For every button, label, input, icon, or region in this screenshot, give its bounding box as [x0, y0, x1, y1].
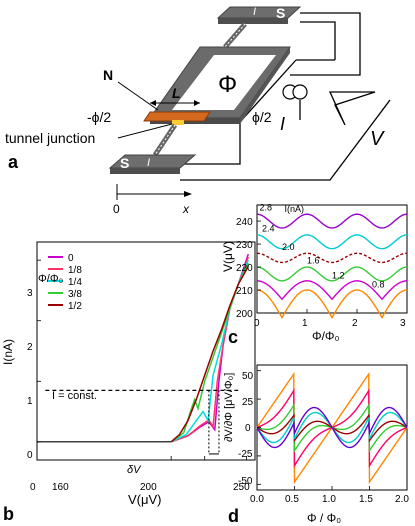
panel-d-ytick-25: 25: [242, 397, 254, 408]
panel-letter-b: b: [3, 504, 14, 524]
flux-symbol: Φ: [218, 71, 237, 98]
label-phase-left: -ϕ/2: [87, 109, 111, 125]
label-l: L: [172, 85, 181, 101]
panel-b-legend-label-0: 0: [68, 253, 74, 264]
panel-b-legend-label-4: 1/2: [68, 301, 82, 312]
panel-d-xlabel: Φ / Φ₀: [307, 511, 341, 525]
panel-b-ytick-1: 1: [27, 396, 33, 407]
panel-b-ylabel: I(nA): [1, 339, 15, 365]
label-source-i: I: [280, 114, 285, 134]
axis-origin: 0: [113, 202, 120, 216]
circuit-wires: [170, 12, 391, 181]
panel-c-series-5: [256, 289, 408, 319]
panel-d-xtick-1: 1.0: [322, 494, 336, 505]
label-s-bottom: S: [120, 155, 129, 171]
panel-c-ytick-240: 240: [236, 217, 253, 228]
label-tunnel-junction: tunnel junction: [5, 130, 95, 146]
panel-b-legend-label-1: 1/8: [68, 265, 82, 276]
panel-d-xtick-05: 0.5: [285, 494, 299, 505]
axis-x-label: x: [182, 202, 190, 216]
panel-d-ytick-m50: -50: [238, 476, 253, 487]
panel-b-legend-title: Φ/Φ₀: [38, 273, 63, 285]
panel-c-xtick-1: 1: [302, 318, 308, 329]
panel-c-xtick-0: 0: [254, 318, 260, 329]
panel-c-series-label-1: 2.4: [262, 223, 275, 233]
panel-c-xlabel: Φ/Φ₀: [312, 329, 339, 343]
panel-b-series-0: [170, 253, 250, 443]
panel-d-ytick-50: 50: [242, 371, 254, 382]
panel-c-series-label-4: 1.2: [332, 271, 345, 281]
panel-b-xtick-0: 0: [30, 482, 36, 493]
panel-letter-a: a: [8, 152, 19, 172]
panel-c-series-2: [256, 252, 408, 264]
panel-c-series-0: [256, 213, 408, 229]
panel-d-xtick-2: 2.0: [395, 494, 409, 505]
panel-b-series-4: [170, 265, 249, 443]
panel-c-series-label-0: 2.8: [260, 203, 273, 213]
panel-b-xtick-200: 200: [140, 482, 157, 493]
panel-c-ytick-200: 200: [236, 309, 253, 320]
panel-c: 2.8 2.4 2.0 1.6 1.2 0.8 I(nA) V(μV) Φ/Φ₀ c 0 1…: [221, 203, 408, 347]
panel-b-series-1: [170, 256, 249, 443]
schematic: S I Φ L N -ϕ/2 ϕ/2 tunnel junction: [5, 5, 391, 216]
panel-b-ytick-0: 0: [27, 450, 33, 461]
panel-d-ytick-0: 0: [245, 423, 251, 434]
label-i-top: I: [253, 6, 256, 18]
tunnel-junction: [172, 120, 184, 125]
panel-c-ylabel: V(μV): [221, 241, 235, 272]
panel-c-xtick-2: 2: [352, 318, 358, 329]
panel-b-xtick-160: 160: [52, 482, 69, 493]
top-electrode: [216, 6, 302, 19]
panel-d-xtick-15: 1.5: [359, 494, 373, 505]
label-n: N: [103, 67, 113, 83]
panel-b-legend-label-2: 1/4: [68, 277, 82, 288]
panel-letter-d: d: [228, 506, 239, 526]
panel-d: ∂V/∂Φ [μV/Φ₀] Φ / Φ₀ d 0.0 0.5 1.0 1.5 2…: [223, 364, 409, 526]
panel-c-ytick-220: 220: [236, 263, 253, 274]
panel-b-legend: 01/81/43/81/2: [48, 253, 82, 312]
panel-b-ytick-2: 2: [27, 342, 33, 353]
panel-c-series-4: [256, 280, 408, 301]
panel-b-ytick-3: 3: [27, 288, 33, 299]
panel-letter-c: c: [228, 327, 238, 347]
panel-d-series-5: [256, 406, 408, 449]
current-source-icon: [282, 84, 308, 100]
label-s-top: S: [276, 5, 285, 21]
panel-c-legend-title: I(nA): [285, 204, 305, 214]
label-phase-right: ϕ/2: [252, 109, 272, 125]
panel-d-ylabel: ∂V/∂Φ [μV/Φ₀]: [223, 373, 235, 442]
panel-b-legend-label-3: 3/8: [68, 289, 82, 300]
panel-c-ytick-230: 230: [236, 240, 253, 251]
panel-d-ytick-m25: -25: [238, 449, 253, 460]
panel-c-ytick-210: 210: [236, 286, 253, 297]
panel-c-series-label-3: 1.6: [307, 256, 320, 266]
panel-c-series-1: [256, 234, 408, 250]
panel-c-series-label-2: 2.0: [282, 242, 295, 252]
label-i-bottom: I: [147, 157, 150, 169]
panel-b-const-label: I = const.: [52, 390, 97, 402]
voltmeter-icon: [328, 91, 376, 126]
panel-b: 01/81/43/81/2 Φ/Φ₀ I(nA) V(μV) I = const…: [1, 241, 256, 524]
label-v: V: [370, 128, 385, 150]
panel-d-xtick-0: 0.0: [250, 494, 264, 505]
panel-c-series-3: [256, 266, 408, 282]
panel-c-xtick-3: 3: [400, 318, 406, 329]
normal-wire: [143, 111, 211, 122]
panel-c-series-label-5: 0.8: [372, 280, 385, 290]
panel-b-xlabel: V(μV): [128, 492, 162, 507]
panel-b-xtick-250: 250: [233, 482, 250, 493]
panel-b-delta-label: δV: [127, 464, 142, 476]
